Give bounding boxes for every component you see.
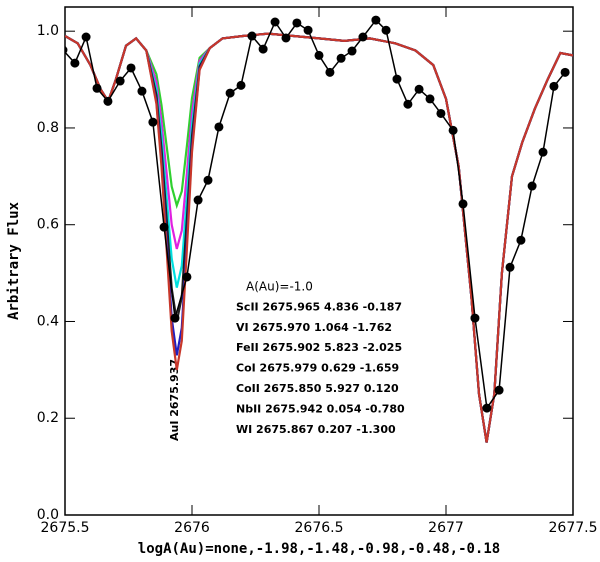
series-line <box>65 18 566 411</box>
data-point <box>193 195 203 205</box>
data-point <box>336 53 346 63</box>
line-label: AuI 2675.937 <box>168 359 181 441</box>
data-point <box>425 94 435 104</box>
data-point <box>170 313 180 323</box>
data-point <box>392 74 402 84</box>
data-point <box>247 31 257 41</box>
data-point <box>159 222 169 232</box>
data-point <box>314 50 324 60</box>
data-point <box>270 17 280 27</box>
x-axis-label: logA(Au)=none,-1.98,-1.48,-0.98,-0.48,-0… <box>138 541 500 557</box>
x-tick-label: 2675.5 <box>41 520 90 536</box>
data-point <box>214 122 224 132</box>
data-point <box>92 83 102 93</box>
y-axis-label: Arbitrary Flux <box>6 201 22 320</box>
data-point <box>381 25 391 35</box>
data-point <box>236 80 246 90</box>
data-point <box>65 46 68 55</box>
data-point <box>81 32 91 42</box>
annotation: VI 2675.970 1.064 -1.762 <box>236 321 392 334</box>
data-point <box>549 81 559 91</box>
y-tick-label: 0.0 <box>37 507 59 523</box>
data-point <box>115 76 125 86</box>
data-point <box>103 96 113 106</box>
x-tick-label: 2676 <box>174 520 210 536</box>
annotation: FeII 2675.902 5.823 -2.025 <box>236 341 402 354</box>
data-point <box>137 86 147 96</box>
plot-frame <box>64 6 574 516</box>
data-point <box>527 181 537 191</box>
data-point <box>182 272 192 282</box>
data-point <box>414 84 424 94</box>
annotation: CoII 2675.850 5.927 0.120 <box>236 382 399 395</box>
data-point <box>303 25 313 35</box>
data-point <box>458 199 468 209</box>
data-point <box>494 385 504 395</box>
data-point <box>126 63 136 73</box>
y-tick-label: 1.0 <box>37 23 59 39</box>
data-point <box>292 18 302 28</box>
x-tick-label: 2677 <box>428 520 464 536</box>
annotation: CoI 2675.979 0.629 -1.659 <box>236 362 399 375</box>
data-point <box>281 33 291 43</box>
data-point <box>225 88 235 98</box>
data-point <box>148 117 158 127</box>
x-tick-label: 2676.5 <box>295 520 344 536</box>
y-tick-label: 0.4 <box>37 313 59 329</box>
data-point <box>347 46 357 56</box>
y-tick-label: 0.8 <box>37 120 59 136</box>
data-point <box>470 313 480 323</box>
annotation: NbII 2675.942 0.054 -0.780 <box>236 402 405 415</box>
annotation: A(Au)=-1.0 <box>246 280 313 294</box>
x-tick-label: 2677.5 <box>549 520 598 536</box>
data-point <box>516 235 526 245</box>
data-point <box>403 99 413 109</box>
data-point <box>258 44 268 54</box>
data-point <box>358 32 368 42</box>
data-point <box>436 108 446 118</box>
data-point <box>325 67 335 77</box>
data-point <box>505 262 515 272</box>
data-point <box>371 15 381 25</box>
data-point <box>560 67 570 77</box>
data-point <box>482 403 492 413</box>
data-point <box>448 125 458 135</box>
data-point <box>203 175 213 185</box>
data-point <box>70 58 80 68</box>
y-tick-label: 0.6 <box>37 217 59 233</box>
annotation: WI 2675.867 0.207 -1.300 <box>236 423 396 436</box>
y-tick-label: 0.2 <box>37 410 59 426</box>
annotation: ScII 2675.965 4.836 -0.187 <box>236 300 402 313</box>
data-point <box>538 147 548 157</box>
